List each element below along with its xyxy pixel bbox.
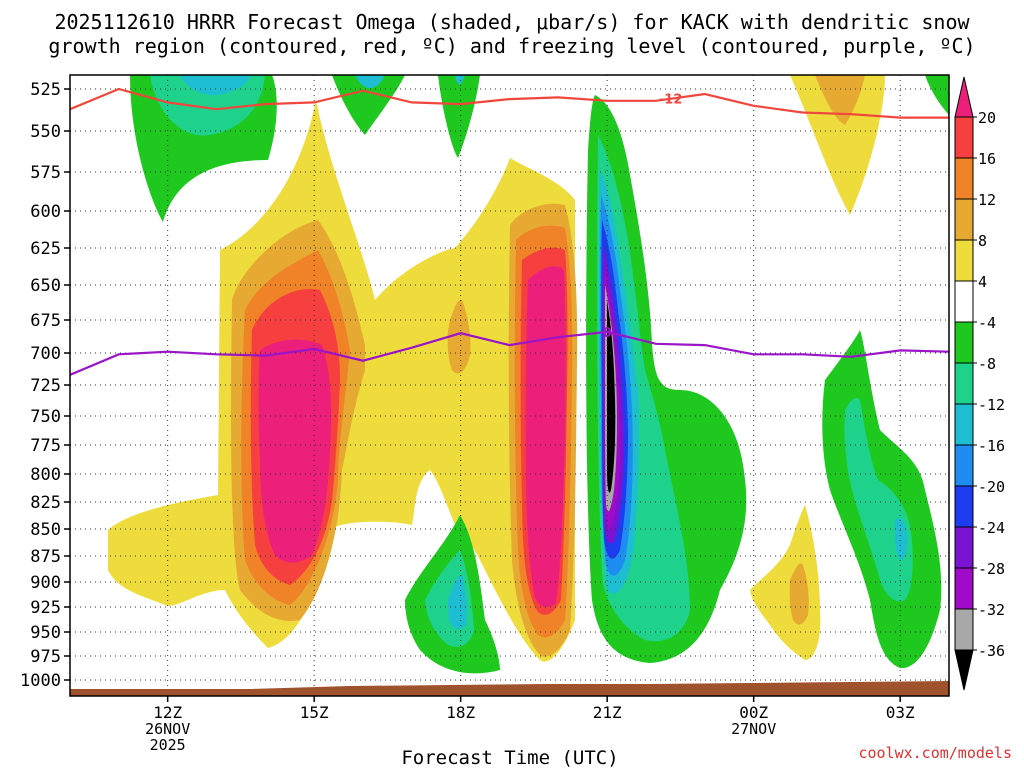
x-tick-date: 26NOV bbox=[145, 720, 190, 738]
colorbar-swatch bbox=[954, 157, 974, 200]
y-tick-label: 750 bbox=[30, 407, 61, 427]
colorbar-swatch bbox=[954, 321, 974, 364]
colorbar-label: -16 bbox=[978, 437, 1005, 455]
colorbar-label: -24 bbox=[978, 519, 1005, 537]
omega-shading bbox=[108, 75, 949, 674]
grid-vertical bbox=[167, 75, 901, 696]
series-label: -12 bbox=[659, 93, 683, 108]
colorbar-top-arrow bbox=[954, 76, 974, 118]
series-line-dendritic bbox=[70, 87, 949, 119]
colorbar-label: 8 bbox=[978, 232, 987, 250]
chart-title-line1: 2025112610 HRRR Forecast Omega (shaded, … bbox=[54, 10, 970, 34]
x-tick-label: 21Z bbox=[593, 703, 622, 722]
colorbar-label: -20 bbox=[978, 478, 1005, 496]
y-tick-label: 1000 bbox=[20, 671, 61, 691]
colorbar-label: -28 bbox=[978, 560, 1005, 578]
y-tick-label: 925 bbox=[30, 598, 61, 618]
colorbar-swatch bbox=[954, 444, 974, 487]
y-tick-label: 575 bbox=[30, 163, 61, 183]
colorbar-label: 20 bbox=[978, 109, 996, 127]
y-tick-label: 700 bbox=[30, 344, 61, 364]
x-tick-label: 18Z bbox=[446, 703, 475, 722]
colorbar-swatch bbox=[954, 485, 974, 528]
colorbar-swatch bbox=[954, 239, 974, 282]
colorbar-swatch bbox=[954, 362, 974, 405]
x-tick-label: 03Z bbox=[886, 703, 915, 722]
colorbar-label: -32 bbox=[978, 601, 1005, 619]
y-tick-label: 825 bbox=[30, 493, 61, 513]
credit-text: coolwx.com/models bbox=[858, 744, 1012, 762]
colorbar-label: -12 bbox=[978, 396, 1005, 414]
colorbar-label: 4 bbox=[978, 273, 987, 291]
y-axis: 525 550 575 600 625 650 675 700 725 750 775 800 825 8… bbox=[20, 80, 70, 691]
series-line-freezing bbox=[70, 330, 949, 376]
colorbar-label: -4 bbox=[978, 314, 996, 332]
y-tick-label: 600 bbox=[30, 202, 61, 222]
contour-series: -12 0 bbox=[70, 87, 949, 376]
colorbar-swatch bbox=[954, 198, 974, 241]
colorbar-swatch bbox=[954, 280, 974, 323]
colorbar-swatch bbox=[954, 608, 974, 651]
y-tick-label: 525 bbox=[30, 80, 61, 100]
y-tick-label: 725 bbox=[30, 376, 61, 396]
y-tick-label: 650 bbox=[30, 276, 61, 296]
x-tick-label: 00Z bbox=[739, 703, 768, 722]
colorbar-label: -8 bbox=[978, 355, 996, 373]
y-tick-label: 675 bbox=[30, 311, 61, 331]
colorbar-label: 16 bbox=[978, 150, 996, 168]
x-axis-label: Forecast Time (UTC) bbox=[401, 747, 618, 768]
y-tick-label: 625 bbox=[30, 239, 61, 259]
colorbar-bottom-arrow bbox=[954, 649, 974, 691]
y-tick-label: 875 bbox=[30, 547, 61, 567]
colorbar-swatch bbox=[954, 567, 974, 610]
y-tick-label: 775 bbox=[30, 436, 61, 456]
x-tick-label: 15Z bbox=[300, 703, 329, 722]
colorbar-label: 12 bbox=[978, 191, 996, 209]
y-tick-label: 975 bbox=[30, 647, 61, 667]
plot-area: -12 0 bbox=[70, 75, 949, 696]
y-tick-label: 850 bbox=[30, 520, 61, 540]
colorbar: 20 16 12 8 4 -4 -8 -12 -16 -20 -24 -28 -32 -36 bbox=[954, 76, 1005, 691]
colorbar-swatch bbox=[954, 526, 974, 569]
y-tick-label: 550 bbox=[30, 122, 61, 142]
colorbar-label: -36 bbox=[978, 642, 1005, 660]
x-tick-year: 2025 bbox=[150, 736, 186, 754]
colorbar-swatch bbox=[954, 403, 974, 446]
x-tick-date: 27NOV bbox=[731, 720, 776, 738]
y-tick-label: 900 bbox=[30, 573, 61, 593]
chart-title-line2: growth region (contoured, red, ºC) and f… bbox=[48, 34, 975, 58]
colorbar-swatch bbox=[954, 116, 974, 159]
y-tick-label: 950 bbox=[30, 623, 61, 643]
terrain-strip bbox=[70, 681, 949, 696]
x-tick-label: 12Z bbox=[153, 703, 182, 722]
y-tick-label: 800 bbox=[30, 465, 61, 485]
series-label: 0 bbox=[603, 326, 612, 341]
